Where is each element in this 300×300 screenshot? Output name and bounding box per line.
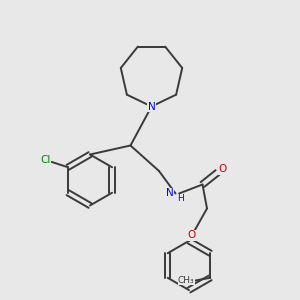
Text: Cl: Cl bbox=[40, 155, 51, 165]
Text: N: N bbox=[166, 188, 174, 199]
Text: O: O bbox=[188, 230, 196, 241]
Text: O: O bbox=[219, 164, 227, 175]
Text: N: N bbox=[148, 101, 155, 112]
Text: CH₃: CH₃ bbox=[178, 276, 195, 285]
Text: H: H bbox=[177, 194, 184, 203]
